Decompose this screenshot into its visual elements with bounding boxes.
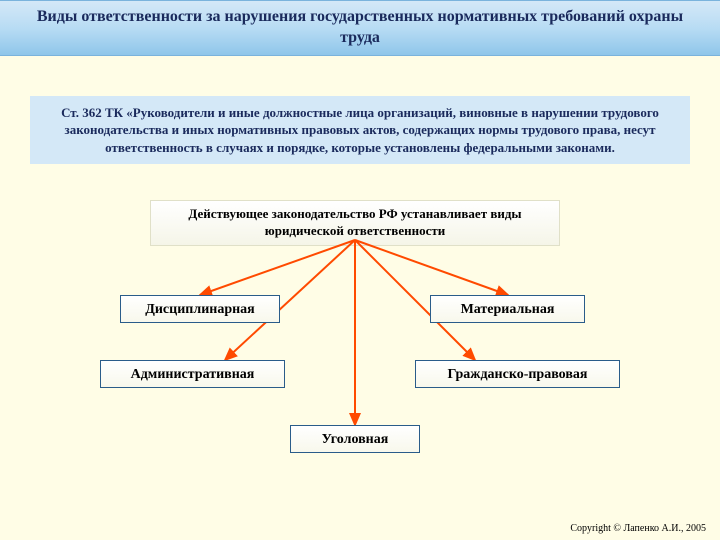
node-civil: Гражданско-правовая [415,360,620,388]
node-disc: Дисциплинарная [120,295,280,323]
copyright-text: Copyright © Лапенко А.И., 2005 [570,523,706,534]
node-adm: Административная [100,360,285,388]
page-title: Виды ответственности за нарушения госуда… [0,0,720,56]
arrow-layer [0,0,720,540]
node-crim: Уголовная [290,425,420,453]
node-mat: Материальная [430,295,585,323]
subtitle-box: Действующее законодательство РФ устанавл… [150,200,560,246]
quote-box: Ст. 362 ТК «Руководители и иные должност… [30,96,690,165]
